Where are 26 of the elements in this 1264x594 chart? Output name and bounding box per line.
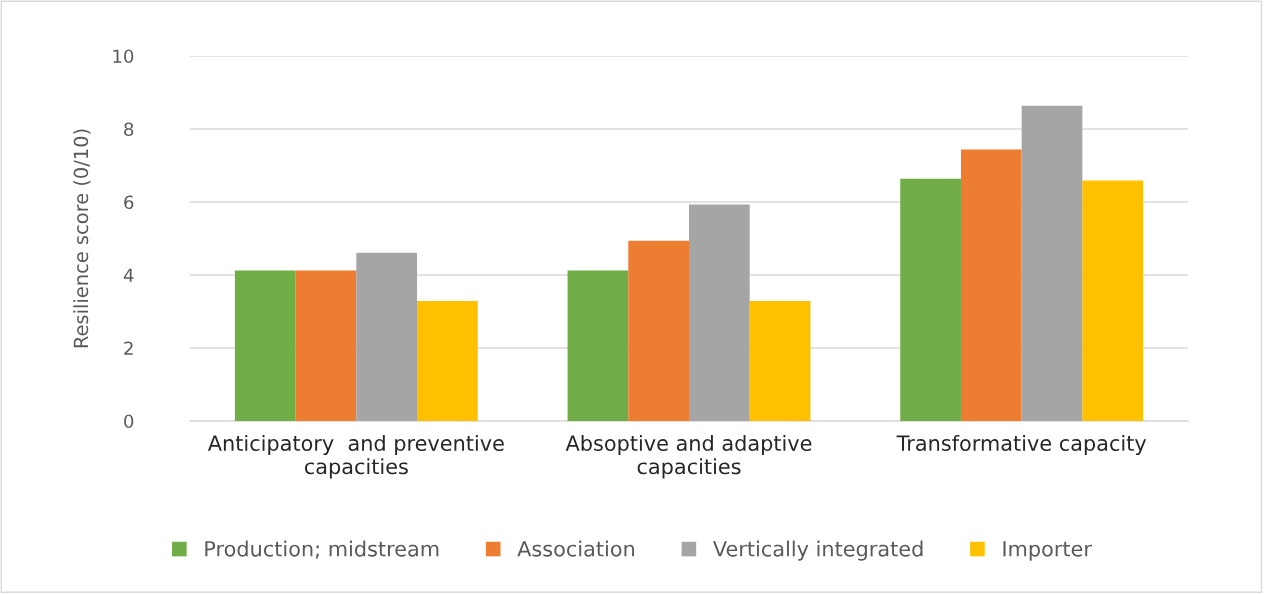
bar [295,270,357,421]
bar [1082,180,1144,421]
bar [960,149,1022,421]
legend-label: Vertically integrated [713,540,923,561]
legend-label: Association [517,540,635,557]
bar [689,204,750,421]
y-tick-label: 6 [124,195,134,210]
bar [900,178,961,421]
bar [234,270,296,421]
x-tick-label: Transformative capacity [896,434,1147,456]
y-tick-label: 10 [113,49,134,64]
y-tick-label: 8 [124,122,134,137]
y-tick-label: 2 [124,341,133,355]
x-tick-label: Absoptive and adaptive capacities [565,434,812,479]
y-axis-title: Resilience score (0/10) [73,129,91,348]
bar [417,300,478,421]
x-tick-label: Anticipatory and preventive capacities [207,434,504,479]
y-tick-label: 4 [123,268,134,282]
legend-label: Importer [1003,541,1092,561]
y-tick-label: 0 [124,414,134,429]
bar [356,252,418,421]
bar [749,300,811,421]
bar [628,240,689,421]
bar [1021,105,1083,421]
bar [567,270,629,421]
legend-label: Production; midstream [205,540,439,559]
